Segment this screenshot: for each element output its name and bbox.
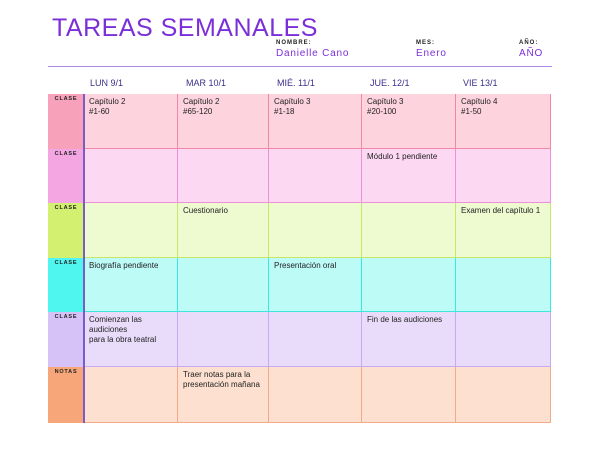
class-row-3: CLASE Cuestionario Examen del capítulo 1 xyxy=(48,203,551,258)
label-column-divider xyxy=(83,94,85,423)
day-header-tue: MAR 10/1 xyxy=(186,78,227,88)
year-value[interactable]: AÑO xyxy=(519,48,544,59)
task-cell-wed[interactable] xyxy=(269,203,362,258)
day-header-thu: JUE. 12/1 xyxy=(370,78,410,88)
row-label-cell: CLASE xyxy=(48,149,84,203)
row-label: CLASE xyxy=(54,151,78,157)
month-value[interactable]: Enero xyxy=(416,48,447,59)
task-cell-tue[interactable]: Capítulo 2 #65-120 xyxy=(178,94,269,149)
task-cell-fri[interactable]: Capítulo 4 #1-50 xyxy=(456,94,551,149)
task-cell-thu[interactable]: Módulo 1 pendiente xyxy=(362,149,456,203)
class-row-1: CLASE Capítulo 2 #1-60 Capítulo 2 #65-120 C… xyxy=(48,94,551,149)
task-cell-fri[interactable] xyxy=(456,312,551,367)
task-cell-thu[interactable] xyxy=(362,203,456,258)
month-field: MES: Enero xyxy=(416,40,447,59)
task-cell-tue[interactable] xyxy=(178,149,269,203)
row-label-cell: CLASE xyxy=(48,312,84,367)
task-cell-wed[interactable] xyxy=(269,367,362,423)
task-cell-thu[interactable] xyxy=(362,367,456,423)
task-cell-wed[interactable] xyxy=(269,312,362,367)
task-cell-fri[interactable] xyxy=(456,258,551,312)
task-cell-tue[interactable] xyxy=(178,312,269,367)
day-header-wed: MIÉ. 11/1 xyxy=(277,78,315,88)
task-cell-mon[interactable] xyxy=(84,203,178,258)
task-cell-thu[interactable]: Fin de las audiciones xyxy=(362,312,456,367)
name-field: NOMBRE: Danielle Cano xyxy=(276,40,349,59)
notes-row: NOTAS Traer notas para la presentación ma… xyxy=(48,367,551,423)
page-title: TAREAS SEMANALES xyxy=(52,14,318,42)
header-divider xyxy=(48,66,552,67)
task-cell-tue[interactable]: Cuestionario xyxy=(178,203,269,258)
class-row-5: CLASE Comienzan las audiciones para la ob… xyxy=(48,312,551,367)
task-cell-mon[interactable] xyxy=(84,149,178,203)
task-cell-mon[interactable]: Capítulo 2 #1-60 xyxy=(84,94,178,149)
task-cell-thu[interactable]: Capítulo 3 #20-100 xyxy=(362,94,456,149)
month-label: MES: xyxy=(416,40,435,46)
row-label-cell: NOTAS xyxy=(48,367,84,423)
task-cell-wed[interactable] xyxy=(269,149,362,203)
task-cell-tue[interactable]: Traer notas para la presentación mañana xyxy=(178,367,269,423)
row-label: CLASE xyxy=(54,314,78,320)
task-cell-thu[interactable] xyxy=(362,258,456,312)
row-label: CLASE xyxy=(54,205,78,211)
task-cell-mon[interactable] xyxy=(84,367,178,423)
task-cell-wed[interactable]: Presentación oral xyxy=(269,258,362,312)
task-cell-fri[interactable] xyxy=(456,367,551,423)
row-label: CLASE xyxy=(54,260,78,266)
row-label-cell: CLASE xyxy=(48,258,84,312)
day-header-mon: LUN 9/1 xyxy=(90,78,124,88)
task-cell-tue[interactable] xyxy=(178,258,269,312)
task-cell-wed[interactable]: Capítulo 3 #1-18 xyxy=(269,94,362,149)
year-field: AÑO: AÑO xyxy=(519,40,543,59)
task-cell-mon[interactable]: Biografía pendiente xyxy=(84,258,178,312)
name-value[interactable]: Danielle Cano xyxy=(276,48,350,59)
row-label: NOTAS xyxy=(54,369,78,375)
row-label-cell: CLASE xyxy=(48,203,84,258)
year-label: AÑO: xyxy=(519,40,539,46)
row-label-cell: CLASE xyxy=(48,94,84,149)
day-header-fri: VIE 13/1 xyxy=(463,78,498,88)
task-cell-fri[interactable] xyxy=(456,149,551,203)
task-cell-fri[interactable]: Examen del capítulo 1 xyxy=(456,203,551,258)
name-label: NOMBRE: xyxy=(276,40,312,46)
class-row-4: CLASE Biografía pendiente Presentación ora… xyxy=(48,258,551,312)
class-row-2: CLASE Módulo 1 pendiente xyxy=(48,149,551,203)
row-label: CLASE xyxy=(54,96,78,102)
task-cell-mon[interactable]: Comienzan las audiciones para la obra te… xyxy=(84,312,178,367)
